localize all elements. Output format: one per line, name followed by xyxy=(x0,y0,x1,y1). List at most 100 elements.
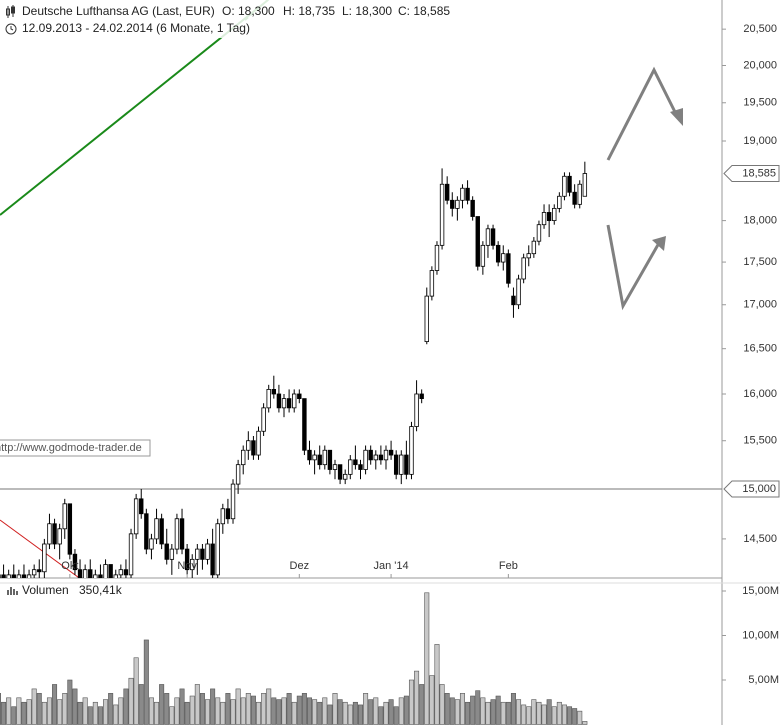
volume-bar xyxy=(296,695,302,725)
volume-bar xyxy=(194,684,200,725)
candle-body xyxy=(567,175,572,193)
volume-bar xyxy=(240,697,246,725)
volume-bar xyxy=(266,688,272,725)
volume-bar xyxy=(327,704,333,725)
candle-body xyxy=(399,454,404,475)
candle-body xyxy=(133,498,139,535)
y-tick-label: 10,00M xyxy=(742,629,779,641)
volume-bar xyxy=(470,695,476,725)
volume-bar xyxy=(148,697,154,725)
y-tick-label: 16,000 xyxy=(743,388,777,400)
candle-body xyxy=(164,543,169,560)
volume-bar xyxy=(337,699,343,725)
candle-body xyxy=(501,253,506,263)
candle-body xyxy=(220,508,226,525)
volume-bar xyxy=(393,706,399,725)
candle-body xyxy=(531,240,537,255)
x-tick-label: Feb xyxy=(499,560,518,572)
volume-bar xyxy=(164,693,170,725)
volume-bar xyxy=(444,693,450,725)
volume-bar xyxy=(505,701,511,725)
volume-bar xyxy=(357,704,363,725)
volume-bar xyxy=(62,693,68,725)
candle-body xyxy=(179,518,185,550)
candle-body xyxy=(57,528,62,545)
candle-body xyxy=(246,440,251,451)
volume-bar xyxy=(118,697,124,725)
ohlc-label: L: 18,300 xyxy=(342,4,392,18)
volume-bar xyxy=(271,697,277,725)
candle-body xyxy=(210,543,215,576)
candle-body xyxy=(348,459,353,475)
candle-body xyxy=(368,449,373,461)
y-tick-label: 14,500 xyxy=(743,533,777,545)
volume-bar xyxy=(46,697,52,725)
trend-line xyxy=(0,519,81,578)
volume-bar xyxy=(495,695,501,725)
candle-body xyxy=(128,533,134,576)
volume-bar xyxy=(510,693,516,725)
y-tick-label: 18,000 xyxy=(743,215,777,227)
header: Deutsche Lufthansa AG (Last, EUR) O: 18,… xyxy=(0,0,450,38)
volume-bar xyxy=(577,710,583,725)
candle-body xyxy=(297,393,302,399)
volume-bar xyxy=(475,690,481,725)
volume-bar xyxy=(67,679,73,725)
ohlc-label: C: 18,585 xyxy=(398,4,450,18)
candle-body xyxy=(47,523,52,545)
candle-body xyxy=(511,295,516,306)
candle-body xyxy=(42,543,47,573)
volume-bar xyxy=(307,697,313,725)
ohlc-label: O: 18,300 xyxy=(222,4,275,18)
x-tick-label: Nov xyxy=(177,560,197,572)
watermark: http://www.godmode-trader.de xyxy=(0,442,142,454)
y-tick-label: 17,500 xyxy=(743,256,777,268)
volume-bar xyxy=(301,693,307,725)
candle-body xyxy=(536,224,542,242)
volume-bar xyxy=(21,701,27,725)
volume-bar xyxy=(368,699,374,725)
volume-bar xyxy=(383,701,389,725)
volume-bar xyxy=(480,697,486,725)
hline-label: 15,000 xyxy=(742,483,776,495)
volume-bar xyxy=(108,693,114,725)
volume-bar xyxy=(97,706,103,725)
candle-body xyxy=(455,199,460,209)
volume-bar xyxy=(398,697,404,725)
candle-body xyxy=(174,518,180,550)
candle-body xyxy=(52,523,57,545)
candle-body xyxy=(485,228,491,246)
x-tick-label: Dez xyxy=(290,560,310,572)
candle-body xyxy=(139,498,144,515)
volume-bar xyxy=(424,592,430,725)
last-price-box xyxy=(723,165,780,183)
volume-bar xyxy=(490,699,496,725)
volume-bar xyxy=(138,684,144,725)
candle-body xyxy=(332,464,338,470)
volume-last-label: 350,41k xyxy=(79,583,123,597)
volume-bar xyxy=(434,644,440,725)
candle-body xyxy=(393,454,399,475)
volume-bar xyxy=(174,697,180,725)
candle-body xyxy=(342,473,348,480)
volume-bar xyxy=(454,699,460,725)
volume-bar xyxy=(57,699,63,725)
volume-bar xyxy=(143,639,149,725)
volume-bar xyxy=(541,704,547,725)
candle-body xyxy=(317,454,322,466)
chart-title: Deutsche Lufthansa AG (Last, EUR) xyxy=(22,4,215,18)
volume-bar xyxy=(92,701,98,725)
candle-body xyxy=(77,569,83,578)
volume-bar xyxy=(352,701,358,725)
candle-body xyxy=(93,574,98,578)
volume-bar xyxy=(521,704,527,725)
x-tick-label: Okt xyxy=(61,560,78,572)
y-tick-label: 16,500 xyxy=(743,343,777,355)
volume-bar xyxy=(123,688,129,725)
volume-bar xyxy=(546,699,552,725)
ohlc-label: H: 18,735 xyxy=(283,4,335,18)
candle-body xyxy=(200,548,205,560)
candle-body xyxy=(195,548,200,560)
volume-bar xyxy=(342,701,348,725)
volume-bar xyxy=(312,699,318,725)
